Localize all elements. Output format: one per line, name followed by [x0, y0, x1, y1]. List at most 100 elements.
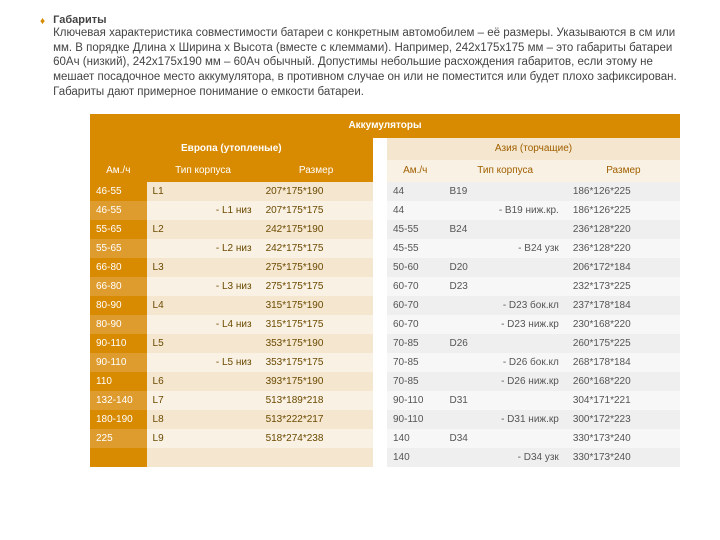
- cell-eu-size: [260, 448, 373, 467]
- cell-eu-size: 513*222*217: [260, 410, 373, 429]
- cell-as-amh: 45-55: [387, 239, 444, 258]
- cell-as-amh: 60-70: [387, 296, 444, 315]
- cell-as-size: 186*126*225: [567, 182, 680, 201]
- col-type-eu: Тип корпуса: [147, 160, 260, 182]
- cell-spacer: [373, 334, 387, 353]
- cell-spacer: [373, 429, 387, 448]
- cell-eu-amh: 132-140: [90, 391, 147, 410]
- table-row: 55-65L2242*175*19045-55B24236*128*220: [90, 220, 680, 239]
- cell-eu-size: 315*175*175: [260, 315, 373, 334]
- cell-as-size: 268*178*184: [567, 353, 680, 372]
- cell-eu-type: L3: [147, 258, 260, 277]
- hdr-spacer: [373, 160, 387, 182]
- cell-eu-amh: 46-55: [90, 182, 147, 201]
- hdr-asia: Азия (торчащие): [387, 138, 680, 160]
- cell-as-type: D31: [444, 391, 567, 410]
- paragraph: Габариты Ключевая характеристика совмест…: [53, 14, 680, 100]
- cell-as-amh: 90-110: [387, 391, 444, 410]
- table-row: 66-80L3275*175*19050-60D20206*172*184: [90, 258, 680, 277]
- cell-eu-amh: 90-110: [90, 353, 147, 372]
- cell-as-amh: 45-55: [387, 220, 444, 239]
- col-size-eu: Размер: [260, 160, 373, 182]
- cell-eu-amh: 80-90: [90, 296, 147, 315]
- cell-as-size: 186*126*225: [567, 201, 680, 220]
- cell-spacer: [373, 182, 387, 201]
- cell-spacer: [373, 296, 387, 315]
- cell-eu-amh: 90-110: [90, 334, 147, 353]
- cell-eu-size: 207*175*190: [260, 182, 373, 201]
- cell-eu-size: 315*175*190: [260, 296, 373, 315]
- cell-eu-size: 207*175*175: [260, 201, 373, 220]
- cell-as-type: - D26 ниж.кр: [444, 372, 567, 391]
- table-title: Аккумуляторы: [90, 114, 680, 138]
- cell-as-type: - D23 ниж.кр: [444, 315, 567, 334]
- cell-spacer: [373, 258, 387, 277]
- hdr-spacer: [373, 138, 387, 160]
- table-row: 140- D34 узк330*173*240: [90, 448, 680, 467]
- cell-as-amh: 70-85: [387, 372, 444, 391]
- cell-as-amh: 60-70: [387, 315, 444, 334]
- cell-spacer: [373, 353, 387, 372]
- cell-as-type: B24: [444, 220, 567, 239]
- table-row: 180-190L8513*222*21790-110- D31 ниж.кр30…: [90, 410, 680, 429]
- cell-eu-type: [147, 448, 260, 467]
- table-row: 110L6393*175*19070-85- D26 ниж.кр260*168…: [90, 372, 680, 391]
- table-row: 46-55L1207*175*19044B19186*126*225: [90, 182, 680, 201]
- cell-spacer: [373, 239, 387, 258]
- cell-as-amh: 90-110: [387, 410, 444, 429]
- cell-eu-size: 393*175*190: [260, 372, 373, 391]
- cell-eu-size: 513*189*218: [260, 391, 373, 410]
- para-title: Габариты: [53, 14, 106, 26]
- cell-as-size: 237*178*184: [567, 296, 680, 315]
- bullet-icon: ♦: [40, 16, 45, 27]
- cell-as-size: 260*168*220: [567, 372, 680, 391]
- table-row: 225L9518*274*238140D34330*173*240: [90, 429, 680, 448]
- cell-eu-type: L8: [147, 410, 260, 429]
- cell-as-type: B19: [444, 182, 567, 201]
- table-row: 90-110- L5 низ353*175*17570-85- D26 бок.…: [90, 353, 680, 372]
- cell-eu-type: - L5 низ: [147, 353, 260, 372]
- cell-eu-amh: 46-55: [90, 201, 147, 220]
- cell-as-amh: 70-85: [387, 353, 444, 372]
- battery-table: Аккумуляторы Европа (утопленые) Азия (то…: [90, 114, 680, 467]
- table-row: 55-65- L2 низ242*175*17545-55- B24 узк23…: [90, 239, 680, 258]
- cell-eu-type: L5: [147, 334, 260, 353]
- cell-eu-size: 353*175*175: [260, 353, 373, 372]
- cell-eu-amh: 180-190: [90, 410, 147, 429]
- cell-as-size: 304*171*221: [567, 391, 680, 410]
- cell-eu-amh: 66-80: [90, 277, 147, 296]
- cell-as-type: - D34 узк: [444, 448, 567, 467]
- cell-as-amh: 60-70: [387, 277, 444, 296]
- cell-as-amh: 140: [387, 448, 444, 467]
- cell-as-size: 236*128*220: [567, 220, 680, 239]
- cell-eu-size: 518*274*238: [260, 429, 373, 448]
- cell-eu-size: 275*175*175: [260, 277, 373, 296]
- cell-as-amh: 50-60: [387, 258, 444, 277]
- table-row: 90-110L5353*175*19070-85D26260*175*225: [90, 334, 680, 353]
- cell-eu-amh: 225: [90, 429, 147, 448]
- cell-as-size: 330*173*240: [567, 429, 680, 448]
- cell-as-type: - D23 бок.кл: [444, 296, 567, 315]
- cell-eu-amh: 55-65: [90, 239, 147, 258]
- cell-as-size: 300*172*223: [567, 410, 680, 429]
- table-row: 46-55- L1 низ207*175*17544- B19 ниж.кр.1…: [90, 201, 680, 220]
- cell-eu-type: L4: [147, 296, 260, 315]
- cell-spacer: [373, 315, 387, 334]
- bullet-item: ♦ Габариты Ключевая характеристика совме…: [40, 14, 680, 100]
- cell-spacer: [373, 277, 387, 296]
- cell-eu-type: L2: [147, 220, 260, 239]
- col-size-as: Размер: [567, 160, 680, 182]
- cell-eu-size: 275*175*190: [260, 258, 373, 277]
- cell-eu-type: - L2 низ: [147, 239, 260, 258]
- cell-as-size: 232*173*225: [567, 277, 680, 296]
- cell-as-type: - B24 узк: [444, 239, 567, 258]
- cell-spacer: [373, 201, 387, 220]
- cell-eu-amh: 66-80: [90, 258, 147, 277]
- cell-eu-type: L9: [147, 429, 260, 448]
- col-amh-eu: Ам./ч: [90, 160, 147, 182]
- cell-as-size: 206*172*184: [567, 258, 680, 277]
- cell-spacer: [373, 220, 387, 239]
- cell-eu-size: 353*175*190: [260, 334, 373, 353]
- cell-spacer: [373, 372, 387, 391]
- cell-as-type: - B19 ниж.кр.: [444, 201, 567, 220]
